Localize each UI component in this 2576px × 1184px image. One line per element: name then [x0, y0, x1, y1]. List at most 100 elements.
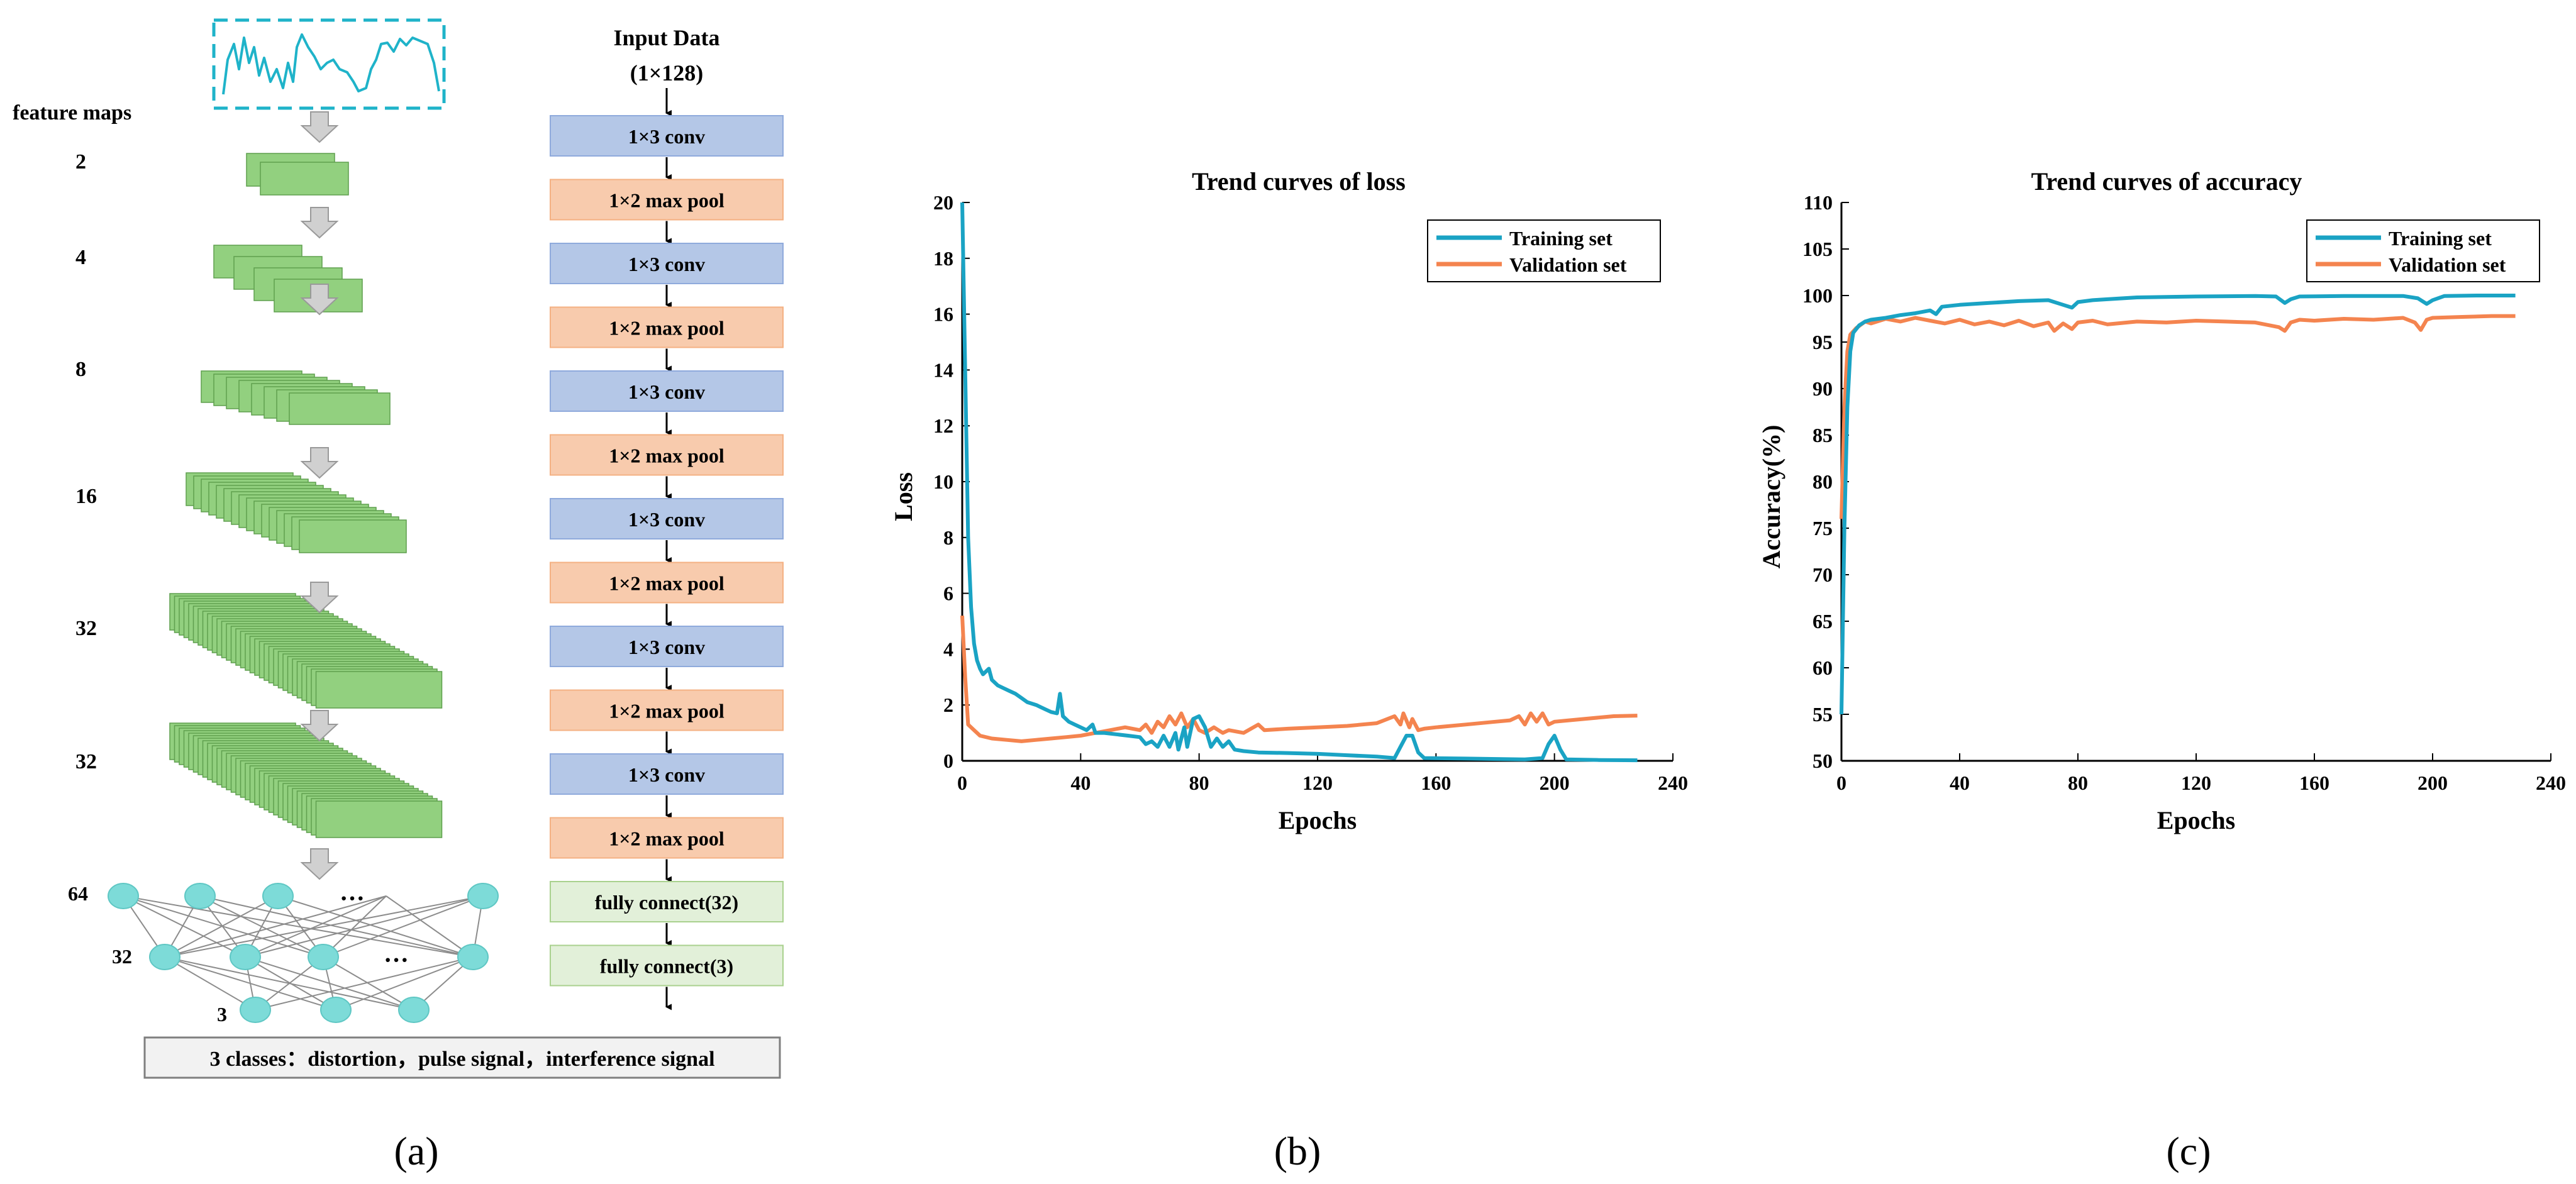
layer-box-12: [550, 817, 784, 859]
x-tick-label: 200: [1540, 772, 1570, 794]
feature-map-stack-6: [169, 722, 443, 838]
layer-label-4: 1×2 max pool: [609, 317, 724, 340]
c-series-training: [1840, 294, 2516, 715]
accuracy-chart: Trend curves of accuracy 0 40 80 120 160 200 2…: [1757, 167, 2566, 1173]
layer-box-9: [550, 626, 784, 667]
stage-arrow-2: [300, 207, 339, 239]
loss-legend-box: [1427, 219, 1661, 282]
layer-label-5: 1×3 conv: [628, 380, 705, 403]
x-tick-label: 160: [1421, 772, 1451, 794]
y-tick-label: 80: [1813, 470, 1833, 493]
y-tick-label: 16: [933, 303, 953, 326]
dense-connection: [245, 956, 336, 1010]
c-series-validation: [1840, 314, 2516, 519]
stage-arrow-1: [300, 111, 339, 143]
dense-connection: [164, 895, 387, 958]
y-tick-label: 90: [1813, 377, 1833, 400]
stage-arrow-3: [300, 284, 339, 316]
y-tick-label: 4: [943, 638, 953, 660]
dense-count-3: 3: [217, 1003, 227, 1026]
feature-count-4: 16: [75, 485, 97, 508]
x-tick-label: 40: [1070, 772, 1091, 794]
y-tick-label: 70: [1813, 563, 1833, 586]
feature-count-1: 2: [75, 150, 86, 174]
feature-map-stack-5: [169, 593, 443, 709]
layer-stack: 1×3 conv 1×2 max pool 1×3 conv 1×2 max pool…: [550, 115, 784, 1010]
y-tick-label: 65: [1813, 610, 1833, 633]
feature-map: [315, 671, 443, 709]
y-tick-label: 105: [1802, 238, 1833, 260]
accuracy-chart-legend: Training set Validation set: [2306, 219, 2540, 282]
layer-box-6: [550, 434, 784, 476]
y-tick-label: 110: [1804, 191, 1833, 214]
dense-ellipsis-2: ···: [384, 946, 409, 974]
dense-node-3: [320, 997, 352, 1023]
y-tick-label: 55: [1813, 703, 1833, 726]
architecture-diagram: feature maps 2 4 8 16 32 32 64 32 3 ··· …: [13, 18, 784, 1173]
x-tick-label: 200: [2418, 772, 2448, 794]
dense-node-3: [240, 997, 271, 1023]
classes-text: 3 classes：distortion，pulse signal，interf…: [209, 1048, 714, 1071]
dense-node-64: [467, 883, 499, 909]
layer-box-13: [550, 881, 784, 922]
stage-arrows: [300, 111, 339, 880]
feature-count-6: 32: [75, 750, 97, 773]
loss-chart-legend: Training set Validation set: [1427, 219, 1661, 282]
layer-box-2: [550, 179, 784, 221]
feature-map-stacks: [169, 153, 443, 838]
dense-connection: [323, 895, 484, 958]
feature-map: [315, 800, 443, 838]
feature-map-stack-4: [186, 472, 407, 553]
dense-node-64: [262, 883, 294, 909]
layer-box-11: [550, 753, 784, 795]
input-signal-waveform: [222, 33, 440, 95]
accuracy-chart-title: Trend curves of accuracy: [2031, 167, 2302, 196]
y-tick-label: 14: [933, 358, 953, 381]
y-tick-label: 2: [943, 694, 953, 716]
input-data-size: (1×128): [630, 60, 704, 86]
dense-connection: [323, 956, 414, 1010]
accuracy-legend-training-label: Training set: [2389, 227, 2492, 250]
layer-label-10: 1×2 max pool: [609, 700, 724, 722]
dense-connection: [335, 956, 474, 1010]
dense-connection: [245, 895, 484, 958]
layer-box-4: [550, 306, 784, 348]
stage-arrow-4: [300, 447, 339, 479]
y-tick-label: 8: [943, 526, 953, 549]
layer-label-3: 1×3 conv: [628, 253, 705, 275]
stage-arrow-6: [300, 710, 339, 742]
y-tick-label: 75: [1813, 517, 1833, 539]
dense-count-32: 32: [112, 945, 132, 968]
stage-arrow-5: [300, 582, 339, 614]
y-tick-label: 20: [933, 191, 953, 214]
x-tick-label: 80: [2068, 772, 2088, 794]
feature-map: [260, 162, 349, 196]
dense-connection: [323, 895, 387, 958]
feature-map-stack-3: [201, 370, 391, 425]
dense-node-32: [230, 944, 261, 970]
y-tick-label: 0: [943, 750, 953, 772]
y-tick-label: 95: [1813, 331, 1833, 353]
dense-connection: [277, 895, 474, 958]
loss-chart-series: [960, 202, 1638, 763]
x-tick-label: 0: [1836, 772, 1846, 794]
dense-node-64: [108, 883, 139, 909]
feature-maps-label: feature maps: [13, 101, 131, 124]
accuracy-chart-xlabel: Epochs: [2157, 806, 2236, 834]
accuracy-legend-box: [2306, 219, 2540, 282]
caption-c: (c): [2166, 1129, 2211, 1173]
input-data-title: Input Data: [613, 25, 719, 50]
dense-node-64: [184, 883, 216, 909]
y-tick-label: 6: [943, 582, 953, 605]
feature-count-2: 4: [75, 246, 86, 269]
accuracy-chart-ylabel: Accuracy(%): [1757, 425, 1785, 569]
x-tick-label: 40: [1950, 772, 1970, 794]
x-tick-label: 80: [1189, 772, 1209, 794]
layer-label-6: 1×2 max pool: [609, 445, 724, 467]
layer-label-11: 1×3 conv: [628, 763, 705, 786]
dense-connection: [123, 895, 474, 958]
feature-count-3: 8: [75, 358, 86, 381]
y-tick-label: 18: [933, 247, 953, 270]
input-signal-box: [212, 18, 446, 110]
